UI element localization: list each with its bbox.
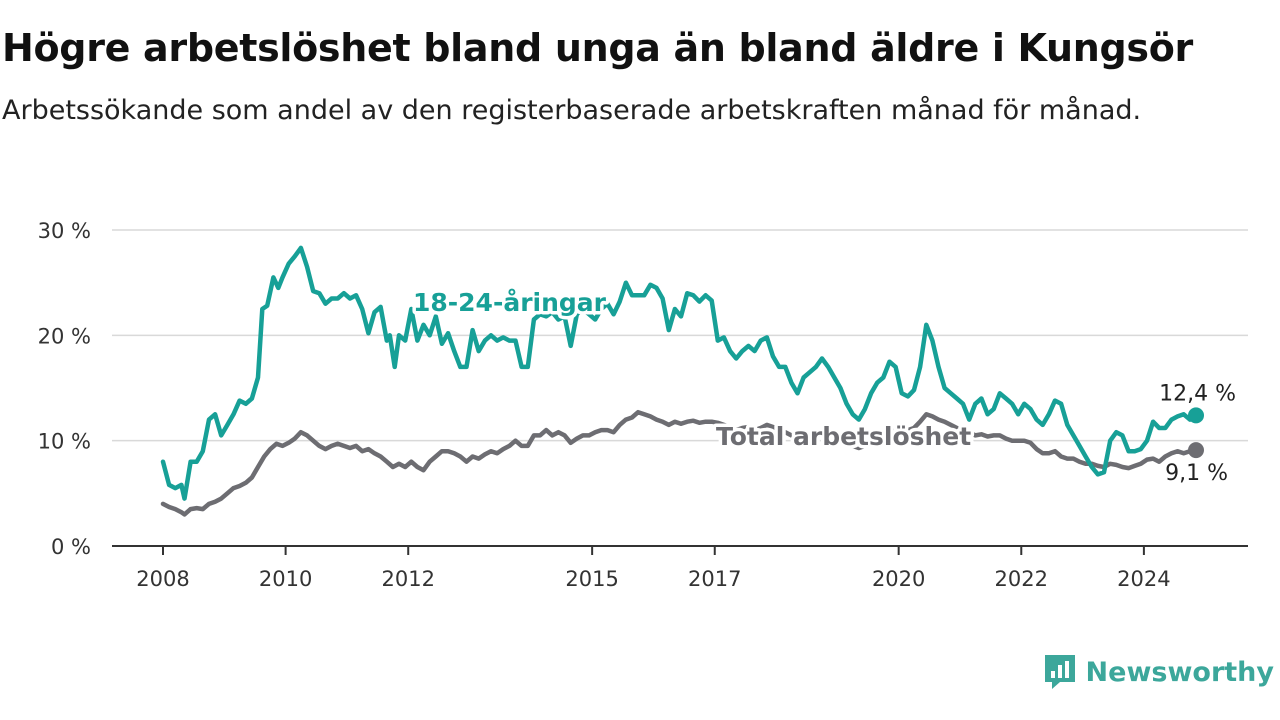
y-tick-label: 20 % bbox=[38, 324, 91, 348]
y-tick-label: 0 % bbox=[51, 535, 91, 559]
series-label-total: Total arbetslöshet bbox=[716, 422, 971, 451]
series-label-youth: 18-24-åringar bbox=[413, 288, 607, 317]
x-tick-label: 2020 bbox=[872, 567, 925, 591]
series-line-total bbox=[160, 409, 1199, 517]
y-axis-ticks: 0 % 10 % 20 % 30 % bbox=[38, 219, 91, 559]
grid-lines bbox=[112, 229, 1248, 442]
x-tick-label: 2015 bbox=[565, 567, 618, 591]
x-tick-label: 2017 bbox=[688, 567, 741, 591]
brand-name: Newsworthy bbox=[1085, 656, 1274, 688]
newsworthy-brand: Newsworthy bbox=[1042, 652, 1274, 692]
x-tick-label: 2012 bbox=[381, 567, 434, 591]
x-tick-label: 2008 bbox=[136, 567, 189, 591]
newsworthy-logo-icon bbox=[1044, 655, 1075, 689]
x-tick-label: 2010 bbox=[259, 567, 312, 591]
x-tick-label: 2024 bbox=[1117, 567, 1170, 591]
x-tick-label: 2022 bbox=[995, 567, 1048, 591]
page-subtitle: Arbetssökande som andel av den registerb… bbox=[2, 95, 1142, 126]
x-axis-ticks: 2008 2010 2012 2015 2017 2020 2022 2024 bbox=[136, 546, 1171, 591]
end-label-youth: 12,4 % bbox=[1159, 381, 1236, 406]
series-line-youth bbox=[160, 245, 1199, 501]
series-lines bbox=[160, 245, 1204, 517]
y-tick-label: 10 % bbox=[38, 430, 91, 454]
series-labels: 18-24-åringar Total arbetslöshet 12,4 % … bbox=[410, 285, 1237, 487]
end-label-total: 9,1 % bbox=[1165, 461, 1228, 486]
end-point-youth bbox=[1188, 407, 1204, 424]
page-title: Högre arbetslöshet bland unga än bland ä… bbox=[2, 26, 1193, 70]
end-point-total bbox=[1188, 442, 1204, 459]
y-tick-label: 30 % bbox=[38, 219, 91, 243]
